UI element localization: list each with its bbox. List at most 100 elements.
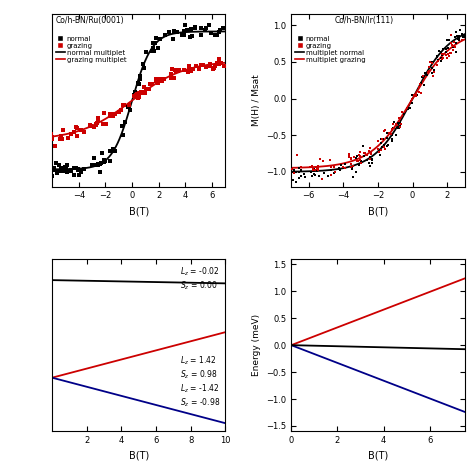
Point: [130, 91, 138, 99]
Point: [357, 157, 365, 165]
Y-axis label: Energy (meV): Energy (meV): [252, 314, 261, 376]
X-axis label: B(T): B(T): [128, 451, 149, 461]
Point: [156, 35, 164, 42]
Point: [167, 70, 174, 78]
Point: [293, 152, 301, 159]
Point: [291, 169, 298, 177]
Point: [390, 124, 398, 131]
Point: [438, 50, 446, 57]
Point: [75, 171, 82, 178]
Point: [55, 167, 63, 175]
Point: [132, 91, 140, 99]
Point: [295, 174, 303, 182]
Point: [43, 165, 50, 173]
Point: [377, 146, 385, 154]
Point: [70, 171, 77, 179]
Point: [48, 133, 56, 141]
Point: [55, 162, 63, 169]
Point: [77, 166, 84, 174]
Point: [81, 128, 88, 136]
Point: [152, 78, 159, 85]
Point: [438, 51, 446, 58]
Point: [54, 169, 61, 176]
Point: [435, 56, 442, 64]
Point: [86, 121, 94, 129]
Point: [195, 64, 202, 72]
Point: [102, 121, 110, 128]
Point: [394, 124, 402, 132]
Point: [446, 50, 454, 57]
Point: [410, 91, 417, 99]
Point: [150, 47, 157, 55]
Point: [111, 110, 118, 118]
Point: [389, 135, 396, 142]
Point: [426, 64, 433, 71]
Point: [307, 168, 315, 175]
Point: [395, 123, 402, 130]
Point: [74, 165, 82, 173]
Point: [146, 85, 153, 92]
Point: [452, 48, 460, 55]
Point: [152, 34, 159, 42]
Point: [412, 92, 420, 100]
Point: [460, 33, 468, 41]
Point: [173, 28, 181, 36]
Point: [183, 26, 191, 34]
Point: [159, 75, 166, 82]
Point: [449, 43, 456, 51]
Point: [142, 85, 149, 92]
Point: [428, 58, 436, 65]
Point: [132, 93, 139, 100]
Point: [443, 54, 451, 62]
Point: [330, 169, 338, 177]
Point: [170, 74, 178, 82]
Point: [134, 91, 141, 98]
Point: [438, 48, 445, 56]
Point: [94, 117, 102, 125]
Point: [187, 25, 195, 33]
Point: [201, 26, 209, 34]
Point: [59, 168, 67, 175]
Point: [92, 120, 100, 128]
Point: [364, 152, 371, 159]
Point: [378, 140, 385, 147]
Point: [72, 123, 80, 131]
Point: [356, 156, 364, 164]
Point: [456, 33, 463, 40]
Point: [211, 31, 219, 38]
Point: [418, 73, 426, 81]
Point: [135, 94, 142, 102]
Point: [327, 172, 335, 179]
Point: [295, 168, 302, 176]
Point: [211, 62, 219, 70]
Point: [383, 129, 391, 137]
Point: [368, 157, 375, 164]
Point: [310, 165, 318, 173]
Point: [326, 156, 334, 164]
Point: [70, 128, 77, 136]
Point: [348, 165, 356, 173]
Point: [136, 75, 144, 83]
Point: [136, 72, 143, 80]
Point: [320, 170, 328, 177]
Point: [347, 155, 355, 163]
Point: [215, 28, 223, 36]
Point: [220, 62, 228, 70]
Point: [297, 173, 305, 180]
Point: [311, 171, 319, 179]
Point: [295, 164, 303, 172]
Point: [169, 36, 177, 43]
Point: [316, 173, 323, 180]
Point: [187, 67, 195, 74]
Point: [319, 157, 327, 165]
Point: [186, 33, 193, 41]
Point: [94, 160, 101, 168]
Point: [109, 112, 117, 120]
Point: [445, 51, 452, 58]
Point: [366, 145, 374, 152]
Point: [140, 83, 148, 91]
Point: [148, 80, 155, 88]
Point: [353, 154, 360, 161]
Point: [327, 166, 335, 173]
Point: [417, 79, 424, 87]
